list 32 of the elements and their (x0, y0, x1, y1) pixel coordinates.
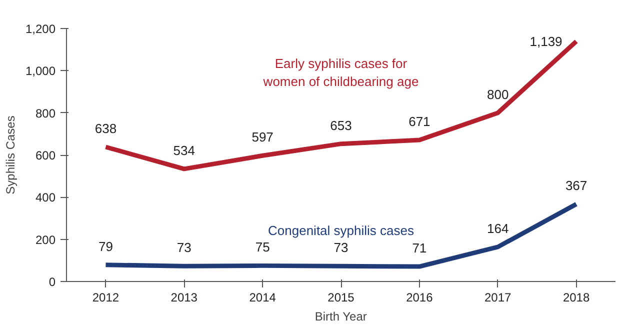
data-label: 367 (565, 178, 588, 194)
y-tick-label: 200 (35, 232, 56, 247)
data-label: 597 (252, 130, 274, 145)
y-tick-label: 1,000 (25, 64, 56, 78)
data-label: 638 (94, 120, 117, 136)
data-label: 653 (330, 118, 352, 133)
x-tick-label: 2018 (562, 290, 590, 304)
data-label: 164 (487, 220, 509, 236)
x-tick-label: 2015 (328, 290, 355, 304)
data-label: 800 (487, 86, 509, 102)
x-axis-title: Birth Year (314, 310, 367, 324)
y-tick-label: 1,200 (25, 22, 56, 36)
text: Early syphilis cases for women of childbearing age (262, 56, 419, 89)
x-tick-label: 2012 (92, 290, 120, 304)
data-label: 75 (255, 240, 270, 255)
data-label: 71 (412, 240, 427, 256)
x-tick-label: 2017 (484, 290, 512, 304)
data-label: 73 (176, 240, 192, 256)
x-tick-label: 2014 (249, 290, 276, 304)
y-axis-title: Syphilis Cases (3, 116, 18, 194)
x-tick-label: 2016 (406, 290, 434, 304)
y-tick-label: 800 (35, 106, 56, 120)
data-label: 671 (408, 114, 430, 130)
y-tick-label: 0 (48, 275, 56, 289)
data-label: 534 (173, 142, 195, 158)
text: Congenital syphilis cases (268, 223, 414, 238)
y-tick-label: 400 (35, 190, 56, 205)
y-tick-label: 600 (35, 148, 56, 162)
data-label: 79 (98, 238, 113, 254)
data-label: 1,139 (530, 34, 562, 49)
data-label: 73 (334, 240, 348, 256)
x-tick-label: 2013 (170, 290, 198, 304)
